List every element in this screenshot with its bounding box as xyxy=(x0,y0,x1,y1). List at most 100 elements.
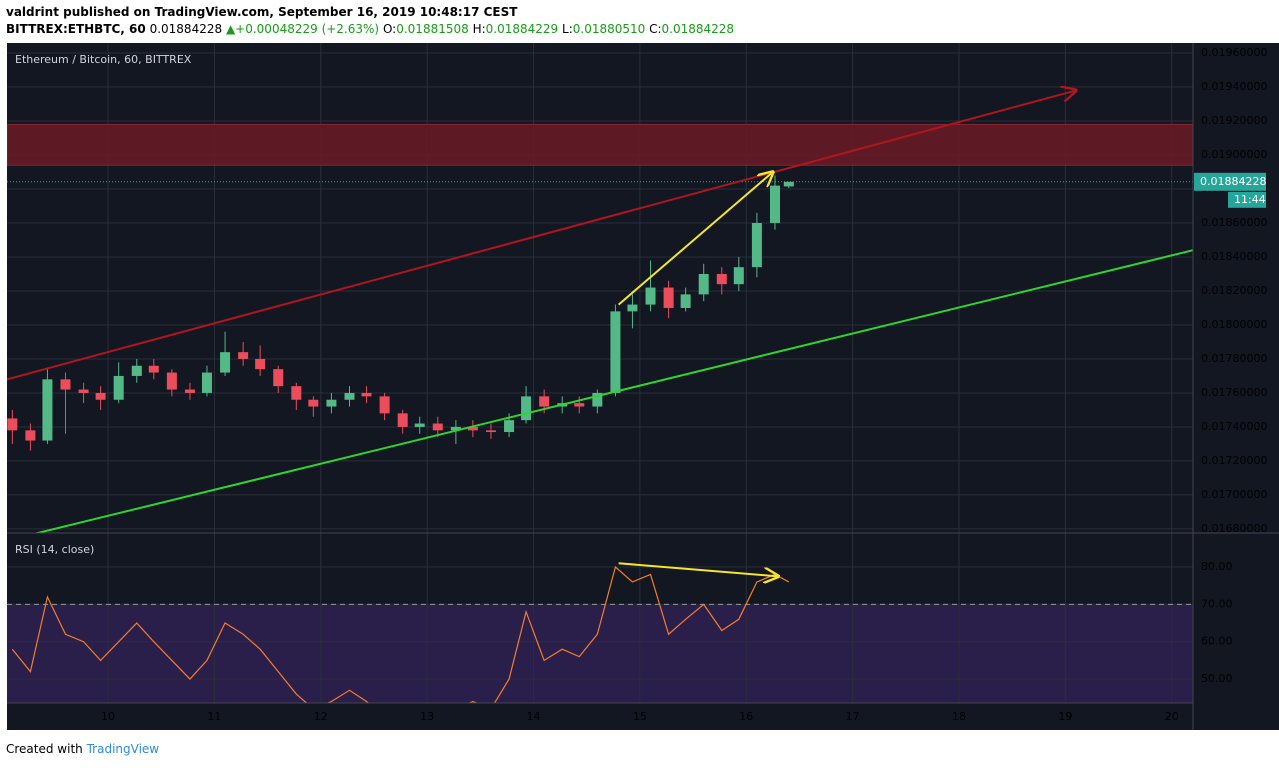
footer: Created with TradingView xyxy=(6,742,159,756)
y-tick-label: 70.00 xyxy=(1201,597,1233,610)
candle-body xyxy=(680,294,691,308)
candle-body xyxy=(60,379,71,390)
last: 0.01884228 xyxy=(149,22,223,36)
x-tick-label: 17 xyxy=(846,710,860,723)
candle-body xyxy=(184,389,195,393)
chart-title: Ethereum / Bitcoin, 60, BITTREX xyxy=(15,53,192,66)
candle-body xyxy=(539,396,550,407)
candle-body xyxy=(220,352,231,373)
h-label: H: xyxy=(472,22,486,36)
o: 0.01881508 xyxy=(396,22,469,36)
y-tick-label: 0.01680000 xyxy=(1201,522,1267,535)
arrow: ▲ xyxy=(225,22,236,36)
candle-body xyxy=(344,392,355,400)
candle-body xyxy=(769,185,780,223)
x-tick-label: 12 xyxy=(314,710,328,723)
x-tick-label: 16 xyxy=(739,710,753,723)
x-tick-label: 14 xyxy=(527,710,541,723)
candle-body xyxy=(698,273,709,295)
candle-body xyxy=(291,386,302,400)
x-tick-label: 11 xyxy=(207,710,221,723)
zone xyxy=(7,123,1193,166)
candle-body xyxy=(592,392,603,407)
candle-body xyxy=(201,372,212,393)
trendline xyxy=(33,249,1193,533)
candle-body xyxy=(273,369,284,387)
candle-body xyxy=(645,287,656,305)
y-tick-label: 0.01720000 xyxy=(1201,454,1267,467)
countdown-tag xyxy=(1228,191,1266,208)
y-tick-label: 0.01920000 xyxy=(1201,114,1267,127)
candle-body xyxy=(397,413,408,427)
candle-body xyxy=(113,375,124,400)
x-tick-label: 19 xyxy=(1058,710,1072,723)
trendline xyxy=(7,90,1076,381)
candle-body xyxy=(733,267,744,285)
candle-body xyxy=(521,396,532,421)
h: 0.01884229 xyxy=(485,22,559,36)
candle-body xyxy=(379,396,390,414)
candle-body xyxy=(42,379,53,441)
candle-body xyxy=(627,304,638,312)
y-tick-label: 0.01940000 xyxy=(1201,80,1267,93)
created: Created with xyxy=(6,742,83,756)
candle-body xyxy=(716,273,727,285)
x-tick-label: 18 xyxy=(952,710,966,723)
candle-body xyxy=(361,392,372,397)
trendline xyxy=(618,562,779,576)
y-tick-label: 0.01780000 xyxy=(1201,352,1267,365)
o-label: O: xyxy=(382,22,397,36)
l: 0.01880510 xyxy=(572,22,646,36)
brand: TradingView xyxy=(86,742,160,756)
chart: 10 11 12 13 14 15 16 17 18 19 20 0.01680000 0.017000… xyxy=(7,43,1279,730)
candle-body xyxy=(166,372,177,390)
y-tick-label: 60.00 xyxy=(1201,635,1233,648)
symbol-line: BITTREX:ETHBTC, 60 0.01884228 ▲+0.000482… xyxy=(6,22,734,36)
y-tick-label: 0.01840000 xyxy=(1201,250,1267,263)
c-label: C: xyxy=(649,22,662,36)
candle-body xyxy=(663,287,674,308)
author: valdrint published on TradingView.com, S… xyxy=(6,5,518,19)
candle-body xyxy=(95,392,106,400)
candle-body xyxy=(450,426,461,431)
candle-body xyxy=(308,399,319,407)
candle-body xyxy=(610,311,621,393)
candle-body xyxy=(751,222,762,268)
y-tick-label: 0.01760000 xyxy=(1201,386,1267,399)
y-tick-label: 0.01900000 xyxy=(1201,148,1267,161)
candle-body xyxy=(414,423,425,427)
candle-body xyxy=(148,365,159,373)
y-tick-label: 0.01960000 xyxy=(1201,46,1267,59)
trendline xyxy=(617,172,773,306)
l-label: L: xyxy=(562,22,573,36)
y-tick-label: 0.01860000 xyxy=(1201,216,1267,229)
x-tick-label: 13 xyxy=(420,710,434,723)
candle-body xyxy=(25,430,36,441)
rsi-band xyxy=(7,604,1193,703)
candle-body xyxy=(131,365,142,376)
y-tick-label: 0.01700000 xyxy=(1201,488,1267,501)
candle-body xyxy=(326,399,337,407)
y-tick-label: 0.01820000 xyxy=(1201,284,1267,297)
y-tick-label: 0.01800000 xyxy=(1201,318,1267,331)
y-tick-label: 80.00 xyxy=(1201,560,1233,573)
price-tag xyxy=(1194,172,1266,191)
candle-body xyxy=(485,430,496,433)
candle-body xyxy=(432,423,443,431)
x-tick-label: 20 xyxy=(1165,710,1179,723)
candle-body xyxy=(238,352,249,359)
y-tick-label: 50.00 xyxy=(1201,672,1233,685)
c: 0.01884228 xyxy=(661,22,735,36)
header-line: valdrint published on TradingView.com, S… xyxy=(6,5,517,19)
candle-body xyxy=(7,418,18,431)
x-tick-label: 10 xyxy=(101,710,115,723)
change: +0.00048229 (+2.63%) xyxy=(235,22,380,36)
price-tag-label: 0.01884228 xyxy=(1200,175,1266,188)
candle-body xyxy=(467,426,478,431)
x-tick-label: 15 xyxy=(633,710,647,723)
candle-body xyxy=(255,358,266,370)
rsi-title: RSI (14, close) xyxy=(15,543,94,556)
candle-body xyxy=(574,403,585,407)
countdown-label: 11:44 xyxy=(1234,193,1266,206)
